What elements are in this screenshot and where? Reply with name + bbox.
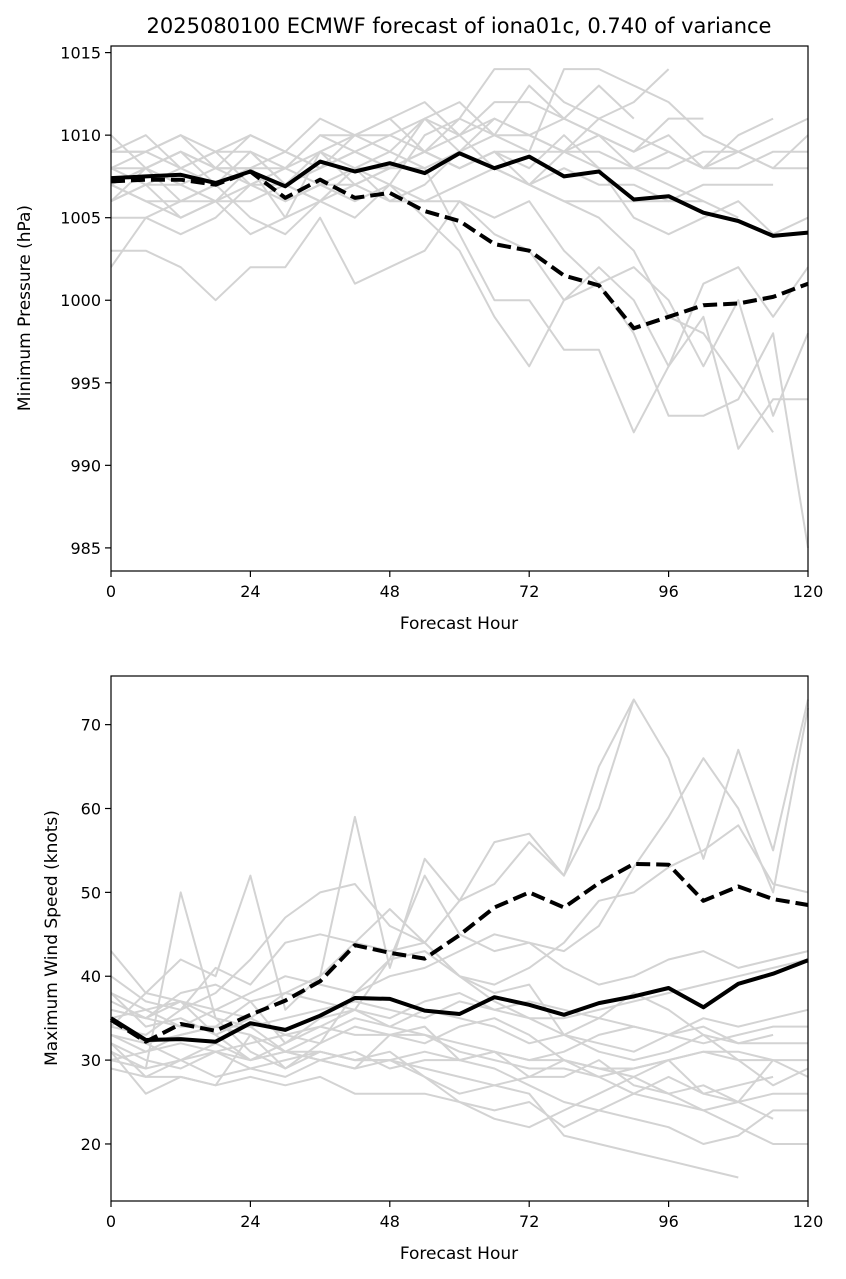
wind-ylabel: Maximum Wind Speed (knots) — [42, 810, 62, 1066]
pressure-xtick-label: 96 — [658, 582, 678, 601]
wind-ensemble-line-12 — [110, 992, 809, 1036]
wind-ensemble-line-13 — [110, 1042, 808, 1070]
wind-ticks: 0 24 48 72 96 120 20 30 40 50 60 70 — [81, 716, 824, 1231]
pressure-axes-frame — [110, 45, 809, 572]
pressure-ytick-label: 1015 — [60, 44, 101, 63]
wind-panel: 0 24 48 72 96 120 20 30 40 50 60 70 Forecast Hour M… — [42, 675, 824, 1264]
wind-ensemble-line-18 — [110, 1033, 808, 1145]
wind-xtick-label: 96 — [658, 1212, 678, 1231]
pressure-xtick-label: 24 — [240, 582, 260, 601]
wind-xlabel: Forecast Hour — [400, 1244, 518, 1264]
wind-ytick-label: 30 — [81, 1051, 101, 1070]
pressure-xtick-label: 0 — [106, 582, 116, 601]
wind-xtick-label: 72 — [519, 1212, 539, 1231]
pressure-ytick-label: 990 — [70, 456, 101, 475]
wind-ensemble-line-21 — [110, 958, 809, 1028]
pressure-xtick-label: 120 — [793, 582, 824, 601]
wind-dashed-line — [109, 861, 809, 1044]
wind-ensemble-line-5 — [110, 707, 809, 1095]
wind-xtick-label: 120 — [793, 1212, 824, 1231]
pressure-ytick-label: 995 — [70, 374, 101, 393]
wind-ensemble-line-14 — [110, 1000, 774, 1095]
pressure-ensemble-line-7 — [110, 101, 774, 170]
wind-ensemble-line-15 — [110, 950, 809, 1087]
pressure-ensemble-line-13 — [111, 84, 635, 186]
wind-ytick-label: 60 — [81, 800, 101, 819]
pressure-panel: 0 24 48 72 96 120 985 990 995 1000 1005 1010 1015 Fo… — [15, 44, 823, 634]
wind-ensemble-line-19 — [110, 1017, 808, 1145]
wind-ytick-label: 40 — [81, 967, 101, 986]
pressure-ytick-label: 1010 — [60, 126, 101, 145]
pressure-ensemble-line-17 — [110, 117, 808, 170]
wind-ensemble-line-4 — [110, 891, 774, 1120]
pressure-dashed-line — [110, 169, 809, 331]
wind-ensemble-line-17 — [110, 933, 809, 1028]
wind-ensemble-line-11 — [110, 824, 809, 1011]
pressure-ytick-label: 1000 — [60, 291, 101, 310]
wind-ytick-label: 50 — [81, 883, 101, 902]
pressure-ensemble-line-9 — [110, 183, 809, 417]
wind-ytick-label: 70 — [81, 716, 101, 735]
pressure-mean-line — [110, 151, 809, 238]
wind-mean-line — [109, 958, 809, 1044]
pressure-xtick-label: 48 — [380, 582, 400, 601]
pressure-ensemble-line-11 — [110, 117, 809, 203]
wind-xtick-label: 48 — [380, 1212, 400, 1231]
wind-series-group — [109, 698, 809, 1179]
wind-xtick-label: 24 — [240, 1212, 260, 1231]
pressure-ytick-label: 1005 — [60, 209, 101, 228]
wind-ytick-label: 20 — [81, 1135, 101, 1154]
wind-ensemble-line-3 — [110, 699, 635, 1011]
pressure-ticks: 0 24 48 72 96 120 985 990 995 1000 1005 1010 1015 — [60, 44, 823, 601]
chart-title: 2025080100 ECMWF forecast of iona01c, 0.… — [147, 14, 772, 38]
wind-axes-frame — [110, 675, 809, 1202]
pressure-ensemble-line-6 — [111, 200, 809, 549]
pressure-ylabel: Minimum Pressure (hPa) — [15, 205, 35, 411]
pressure-ensemble-line-8 — [111, 134, 809, 368]
wind-ensemble-line-16 — [110, 1042, 809, 1129]
pressure-ensemble-line-14 — [110, 150, 704, 203]
pressure-ensemble-line-16 — [111, 167, 774, 433]
pressure-xtick-label: 72 — [519, 582, 539, 601]
wind-ensemble-line-20 — [110, 992, 739, 1179]
pressure-series-group — [110, 68, 809, 549]
wind-xtick-label: 0 — [106, 1212, 116, 1231]
pressure-xlabel: Forecast Hour — [400, 614, 518, 634]
pressure-ytick-label: 985 — [70, 539, 101, 558]
